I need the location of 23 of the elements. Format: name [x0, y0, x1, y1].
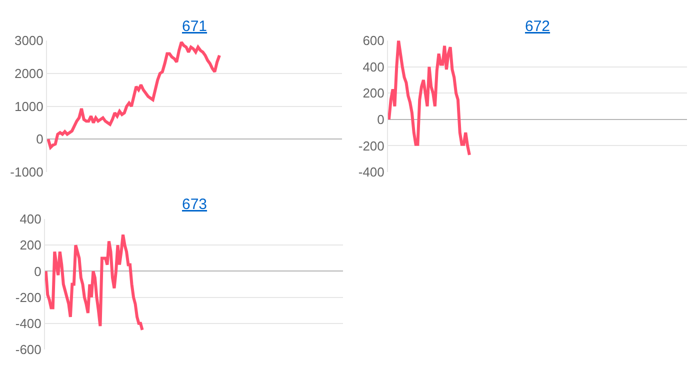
y-tick-label: 400 [20, 212, 42, 227]
y-tick-label: 200 [362, 86, 384, 101]
line-series [388, 40, 471, 156]
y-tick-label: -200 [358, 138, 384, 154]
chart-title: 672 [525, 18, 550, 35]
chart-title: 673 [182, 196, 208, 213]
y-tick-label: -400 [15, 316, 42, 331]
y-tick-label: 1000 [14, 98, 44, 114]
y-tick-label: -400 [358, 164, 384, 180]
y-tick-label: -600 [15, 342, 42, 358]
line-series [47, 40, 221, 149]
y-tick-label: 600 [362, 33, 384, 48]
y-tick-label: -1000 [10, 164, 44, 180]
y-tick-label: 400 [362, 59, 384, 74]
y-tick-label: 200 [20, 238, 42, 253]
y-tick-label: -200 [15, 290, 42, 305]
chart-title: 671 [182, 18, 208, 35]
y-tick-label: 2000 [14, 66, 44, 81]
y-tick-label: 0 [36, 132, 44, 147]
y-tick-label: 3000 [14, 33, 44, 48]
y-tick-label: 0 [377, 112, 384, 127]
line-series [45, 233, 144, 332]
y-tick-label: 0 [34, 264, 42, 279]
